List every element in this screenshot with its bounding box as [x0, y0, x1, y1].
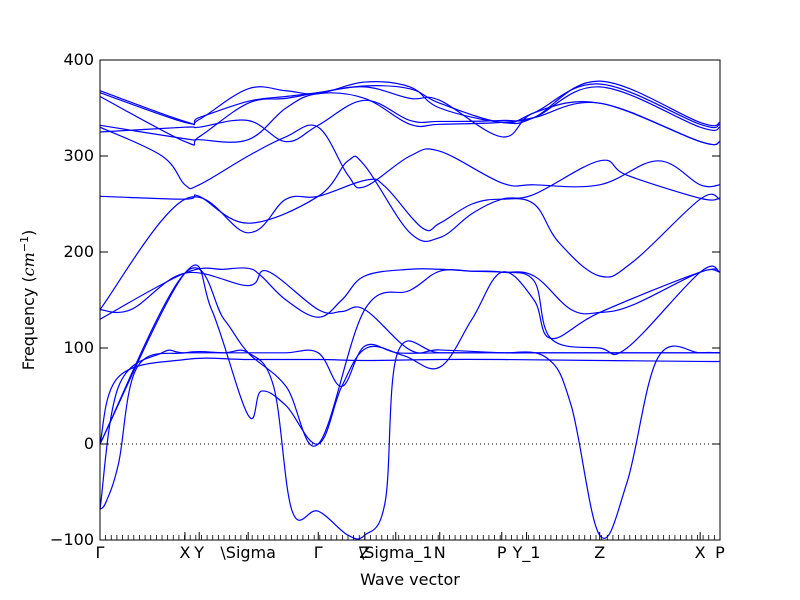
- band-line-11: [99, 86, 721, 143]
- x-tick-label: Z: [594, 543, 605, 562]
- x-tick-label: \Sigma_1: [359, 543, 433, 563]
- x-axis-label: Wave vector: [360, 570, 460, 589]
- y-tick-label: 200: [63, 242, 94, 261]
- band-line-9: [99, 155, 721, 242]
- y-tick-label: 100: [63, 338, 94, 357]
- x-tick-label: \Sigma: [220, 543, 276, 562]
- y-axis-label-text: Frequency: [19, 288, 38, 371]
- x-tick-label: Y_1: [512, 543, 541, 563]
- x-tick-label: Γ: [314, 543, 323, 562]
- x-axis-ticks: Γ X Y \Sigma Γ Z\Sigma_1 N P Y_1 Z X P: [96, 532, 725, 563]
- band-line-7: [99, 269, 720, 354]
- y-tick-label: 0: [84, 434, 94, 453]
- band-line-2: [99, 343, 721, 539]
- band-line-1: [99, 357, 721, 445]
- x-tick-label: X: [695, 543, 706, 562]
- band-line-6: [99, 267, 721, 320]
- y-tick-label: 300: [63, 146, 94, 165]
- band-line-15: [99, 80, 721, 127]
- x-tick-label: X: [179, 543, 190, 562]
- band-line-3: [99, 340, 720, 540]
- x-tick-label: Γ: [96, 543, 105, 562]
- band-line-14: [99, 83, 721, 129]
- x-tick-label: Y: [193, 543, 204, 562]
- y-tick-label: 400: [63, 50, 94, 69]
- band-line-12: [99, 92, 721, 146]
- band-line-13: [99, 86, 721, 146]
- band-line-5: [99, 264, 721, 445]
- y-tick-label: −100: [50, 530, 94, 549]
- x-tick-label: Z: [359, 543, 370, 562]
- y-axis-unit: cm: [19, 252, 38, 276]
- band-line-8: [99, 178, 721, 310]
- y-axis-label: Frequency (cm−1): [18, 230, 39, 371]
- axes-border: [99, 59, 721, 541]
- x-tick-label: N: [434, 543, 446, 562]
- x-tick-label: P: [497, 543, 507, 562]
- axes-frame: [99, 59, 721, 541]
- y-axis-ticks: −100 0 100 200 300 400: [50, 50, 720, 549]
- x-tick-label: P: [715, 543, 725, 562]
- y-axis-unit-exponent: −1: [18, 236, 31, 252]
- band-line-4: [99, 265, 721, 447]
- band-line-10: [99, 124, 721, 190]
- phonon-bands: [99, 80, 721, 540]
